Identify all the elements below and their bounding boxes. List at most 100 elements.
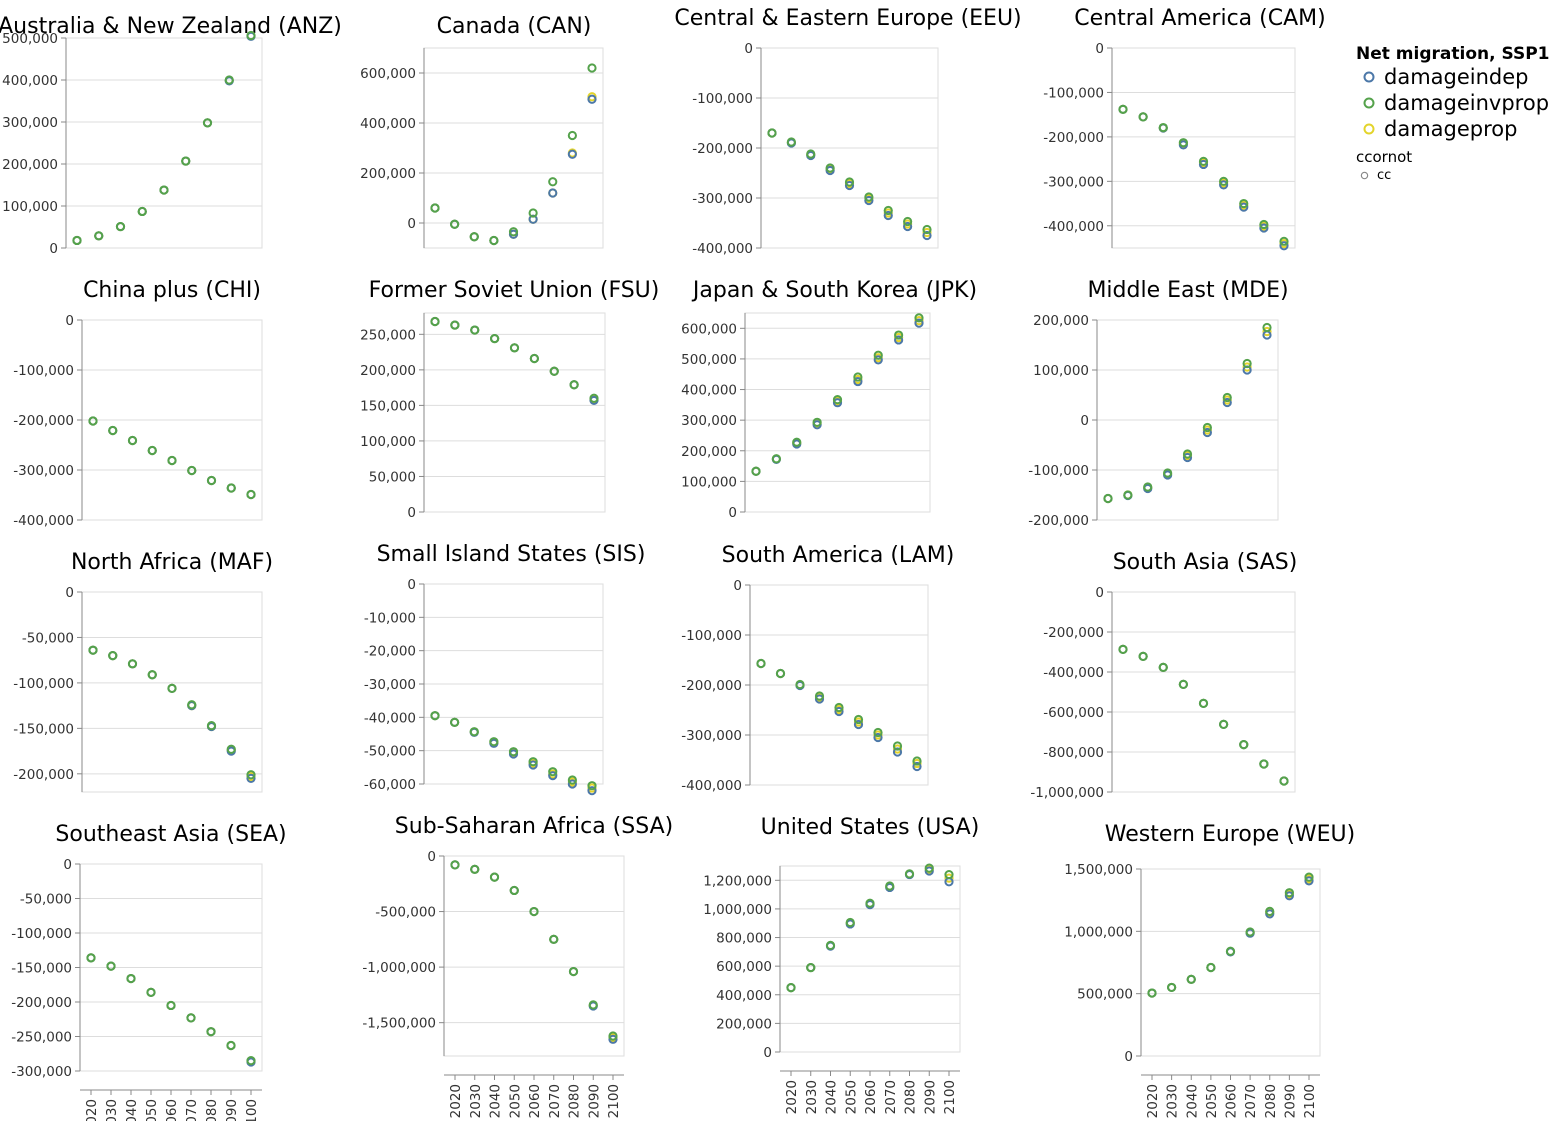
point-damageindep — [834, 706, 844, 717]
point-damageinvprop — [246, 30, 256, 41]
panel-central-eastern-europe-eeu: 0 -100,000 -200,000 -300,000 -400,000 Central… — [674, 6, 1021, 257]
point-damageinvprop — [1143, 482, 1153, 492]
x-tick-label: 2040 — [824, 1080, 840, 1114]
legend-title: Net migration, SSP1 — [1356, 44, 1550, 64]
y-tick-label: 1,500,000 — [1064, 862, 1133, 878]
point-damageindep — [864, 195, 874, 206]
x-tick-label: 2090 — [224, 1099, 240, 1121]
point-damageindep — [832, 398, 843, 408]
legend: Net migration, SSP1 damageindep damagein… — [1356, 44, 1550, 184]
point-damageinvprop — [167, 683, 177, 693]
y-tick-label: 0 — [65, 585, 74, 601]
point-damageinvprop — [108, 425, 118, 436]
point-damageinvprop — [72, 235, 82, 246]
panel-title: United States (USA) — [761, 815, 980, 840]
point-damageindep — [1279, 241, 1289, 251]
panel-title: Central & Eastern Europe (EEU) — [674, 6, 1021, 31]
panel-former-soviet-union-fsu: 0 50,000 100,000 150,000 200,000 250,000 Forme… — [360, 278, 659, 521]
point-damageinvprop — [1219, 719, 1229, 730]
panel-southeast-asia-sea: 0 -50,000 -100,000 -150,000 -200,000 -250,000… — [11, 822, 286, 1121]
y-tick-label: -1,000,000 — [362, 960, 436, 976]
point-damageinvprop — [430, 203, 440, 213]
point-damageinvprop — [187, 700, 197, 710]
point-damageinvprop — [450, 320, 460, 330]
point-damageinvprop — [873, 350, 883, 360]
panel-title: South Asia (SAS) — [1113, 550, 1298, 575]
point-damageinvprop — [567, 775, 577, 785]
x-tick-label: 2050 — [1204, 1084, 1220, 1118]
y-tick-label: -300,000 — [13, 463, 74, 479]
point-damageinvprop — [469, 727, 479, 737]
y-tick-label: 100,000 — [1033, 363, 1089, 379]
point-damageinvprop — [853, 372, 863, 382]
point-damageindep — [912, 761, 922, 772]
point-damageinvprop — [588, 1000, 598, 1010]
y-tick-label: 0 — [65, 313, 74, 329]
y-tick-label: -100,000 — [13, 676, 74, 692]
point-damageinvprop — [450, 860, 460, 870]
point-damageinvprop — [1284, 888, 1294, 898]
point-damageinvprop — [1225, 946, 1236, 956]
point-damageinvprop — [86, 953, 96, 963]
x-tick-label: 2100 — [1302, 1084, 1318, 1118]
point-damageinvprop — [1242, 358, 1252, 369]
point-damageinvprop — [756, 658, 766, 669]
y-tick-label: -60,000 — [364, 777, 416, 793]
y-tick-label: 400,000 — [681, 383, 737, 399]
point-damageindep — [1182, 452, 1193, 463]
point-damageindep — [1259, 223, 1269, 233]
point-damageinvprop — [885, 881, 895, 891]
x-tick-label: 2100 — [606, 1084, 622, 1118]
point-damageinvprop — [1123, 490, 1133, 500]
y-tick-label: -600,000 — [1043, 705, 1104, 721]
point-damageprop — [892, 744, 903, 754]
point-damageindep — [873, 355, 883, 365]
point-damageinvprop — [832, 395, 843, 405]
point-damageinvprop — [569, 380, 579, 390]
point-damageinvprop — [865, 898, 875, 908]
y-tick-label: 200,000 — [681, 444, 737, 460]
point-damageinvprop — [912, 756, 922, 766]
point-damageinvprop — [914, 313, 924, 323]
y-tick-label: -200,000 — [1043, 625, 1104, 641]
point-damageindep — [1202, 427, 1212, 438]
legend-item-damageprop: damageprop — [1356, 116, 1550, 142]
point-damageinvprop — [246, 1056, 256, 1066]
point-damageinvprop — [126, 973, 136, 984]
panel-title: Middle East (MDE) — [1087, 278, 1288, 303]
point-damageinvprop — [568, 966, 579, 977]
point-damageindep — [873, 732, 883, 743]
point-damageinvprop — [430, 316, 440, 327]
point-damageindep — [587, 786, 597, 796]
point-damageindep — [1222, 397, 1232, 408]
point-damageindep — [914, 318, 924, 328]
point-damageinvprop — [226, 483, 236, 493]
point-damageinvprop — [786, 983, 796, 993]
point-damageinvprop — [509, 343, 520, 353]
point-damageinvprop — [187, 465, 197, 476]
point-damageinvprop — [224, 75, 234, 85]
legend-label-damageindep: damageindep — [1384, 65, 1529, 89]
point-damageinvprop — [1222, 392, 1232, 403]
y-tick-label: 600,000 — [360, 66, 416, 82]
x-tick-label: 2020 — [448, 1084, 464, 1118]
point-damageindep — [844, 180, 855, 191]
y-tick-label: -200,000 — [13, 413, 74, 429]
point-damageinvprop — [548, 767, 558, 777]
y-tick-label: 100,000 — [2, 199, 58, 215]
point-damageinvprop — [1182, 449, 1193, 459]
y-tick-label: -400,000 — [1043, 219, 1104, 235]
point-damageinvprop — [587, 63, 597, 73]
x-tick-label: 2090 — [1282, 1084, 1298, 1118]
y-tick-label: 500,000 — [1077, 987, 1133, 1003]
point-damageinvprop — [1198, 698, 1209, 709]
point-damageinvprop — [108, 651, 118, 661]
point-damageinvprop — [159, 185, 169, 195]
y-tick-label: 500,000 — [681, 352, 737, 368]
point-damageinvprop — [814, 691, 825, 701]
y-tick-label: 200,000 — [716, 1016, 772, 1032]
x-tick-label: 2050 — [144, 1099, 160, 1121]
point-damageinvprop — [1163, 468, 1173, 478]
point-damageinvprop — [88, 416, 98, 426]
